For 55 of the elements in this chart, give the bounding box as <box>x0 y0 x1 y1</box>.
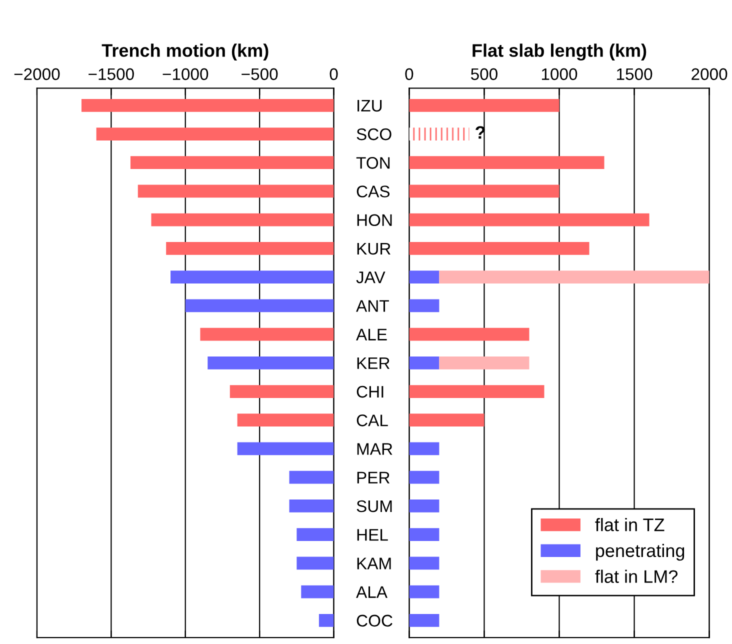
x-tick-label: 1500 <box>617 68 652 80</box>
bar <box>409 128 470 140</box>
x-tick-label: −1500 <box>88 68 134 80</box>
y-tick-label: COC <box>356 614 392 627</box>
bar <box>409 556 440 570</box>
legend-label: penetrating <box>596 544 684 561</box>
y-tick-label: ALE <box>356 328 387 340</box>
bar <box>409 328 530 341</box>
bar <box>409 213 650 226</box>
bar <box>439 270 710 284</box>
bar <box>409 299 440 312</box>
bar <box>409 442 440 456</box>
y-tick-label: KAM <box>357 558 391 570</box>
bar <box>409 156 604 170</box>
x-tick-label: 500 <box>470 68 498 80</box>
bar <box>409 585 440 598</box>
y-tick-label: ALA <box>356 586 388 598</box>
y-tick-label: SUM <box>356 500 392 512</box>
y-tick-label: HEL <box>357 529 388 541</box>
x-tick-label: −500 <box>242 68 278 80</box>
bar <box>409 470 440 484</box>
x-tick-label: −1000 <box>162 68 208 80</box>
bar <box>409 414 484 427</box>
bar <box>409 385 544 398</box>
legend-label: flat in TZ <box>595 518 664 532</box>
y-tick-label: PER <box>357 472 390 484</box>
legend-label: flat in LM? <box>595 570 678 583</box>
y-tick-label: CHI <box>356 386 384 398</box>
x-tick-label: 2000 <box>692 68 728 80</box>
bar <box>409 270 440 284</box>
bar <box>409 500 440 512</box>
x-axis-title: Trench motion (km) <box>102 44 268 60</box>
y-tick-label: SCO <box>356 128 392 140</box>
bar <box>409 356 440 370</box>
x-tick-label: 0 <box>330 68 338 80</box>
y-tick-label: IZU <box>358 100 382 112</box>
x-tick-label: 0 <box>405 68 414 80</box>
y-tick-label: CAS <box>356 186 390 198</box>
bar <box>409 184 560 198</box>
x-axis-title: Flat slab length (km) <box>472 44 646 61</box>
y-tick-label: KUR <box>357 243 390 255</box>
y-tick-label: ANT <box>356 300 389 312</box>
x-tick-label: −2000 <box>14 68 60 80</box>
y-tick-label: KER <box>357 357 390 369</box>
x-tick-label: 1000 <box>542 68 578 80</box>
bar <box>409 242 590 255</box>
bar <box>439 356 530 370</box>
y-tick-label: TON <box>356 157 390 169</box>
bar <box>409 98 560 112</box>
y-tick-label: JAV <box>356 272 386 284</box>
y-tick-label: CAL <box>356 414 388 426</box>
y-tick-label: MAR <box>357 443 392 455</box>
bar <box>409 614 440 627</box>
bar <box>409 528 440 541</box>
y-tick-label: HON <box>357 214 392 226</box>
